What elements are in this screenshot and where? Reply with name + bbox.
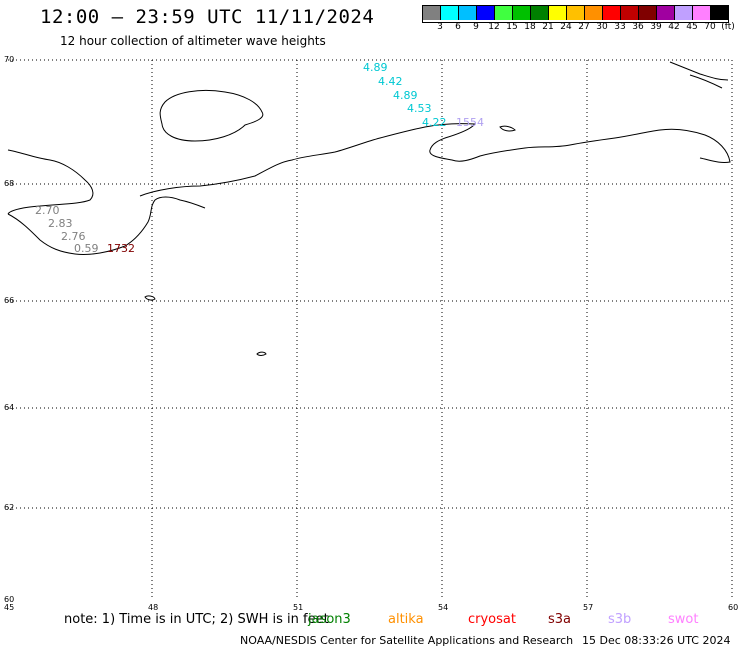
- obs-label: 4.53: [407, 102, 432, 115]
- coastlines: [7, 61, 731, 356]
- color-scale-label: 9: [473, 22, 479, 32]
- small-island-1: [144, 295, 156, 301]
- obs-label: 0.59: [74, 242, 99, 255]
- page-title: 12:00 – 23:59 UTC 11/11/2024: [40, 6, 375, 28]
- coast-fragment-ne: [669, 61, 729, 81]
- color-scale-cell: [639, 6, 657, 20]
- color-scale-label: 39: [650, 22, 662, 32]
- lon-label-57: 57: [583, 603, 593, 612]
- color-scale-label: 15: [506, 22, 518, 32]
- lon-label-45: 45: [4, 603, 14, 612]
- color-scale-label: 42: [668, 22, 680, 32]
- lat-label-60: 60: [4, 595, 14, 604]
- color-scale-cell: [567, 6, 585, 20]
- lon-label-48: 48: [148, 603, 158, 612]
- obs-label: 1732: [107, 242, 135, 255]
- latitude-labels: 70 68 66 64 62 60: [4, 55, 14, 604]
- color-scale-cell: [693, 6, 711, 20]
- color-scale-cell: [603, 6, 621, 20]
- credit-line: NOAA/NESDIS Center for Satellite Applica…: [240, 634, 574, 647]
- legend-cryosat: cryosat: [468, 612, 516, 627]
- lat-label-64: 64: [4, 403, 14, 412]
- small-island-3: [499, 125, 516, 132]
- lon-label-54: 54: [438, 603, 448, 612]
- color-scale-cell: [657, 6, 675, 20]
- obs-label: 4.22: [422, 116, 447, 129]
- legend-altika: altika: [388, 612, 424, 627]
- island-outline-north: [159, 89, 264, 142]
- color-scale-cell: [585, 6, 603, 20]
- footer-note: note: 1) Time is in UTC; 2) SWH is in fe…: [64, 612, 329, 627]
- obs-label: 1554: [456, 116, 484, 129]
- color-scale-cell: [531, 6, 549, 20]
- color-scale-cell: [621, 6, 639, 20]
- obs-label: 4.89: [393, 89, 418, 102]
- observation-labels: 4.89 4.42 4.89 4.53 4.22 1554 2.70 2.83 …: [35, 61, 484, 255]
- legend-s3a: s3a: [548, 612, 572, 627]
- obs-label: 4.42: [378, 75, 403, 88]
- kola-coast: [7, 196, 206, 255]
- legend-jason3: jason3: [308, 612, 351, 627]
- color-scale-label: 45: [686, 22, 698, 32]
- lon-label-51: 51: [293, 603, 303, 612]
- color-scale-label: 36: [632, 22, 644, 32]
- small-island-2: [256, 351, 267, 356]
- color-scale-label: (ft): [721, 22, 735, 32]
- color-scale-cell: [675, 6, 693, 20]
- color-scale-label: 33: [614, 22, 626, 32]
- color-scale-label: 18: [524, 22, 536, 32]
- coastline-west: [7, 149, 94, 215]
- color-scale-cell: [441, 6, 459, 20]
- lon-label-60: 60: [728, 603, 738, 612]
- map-grid: [8, 59, 733, 600]
- color-scale-cell: [549, 6, 567, 20]
- color-scale-label: 12: [488, 22, 500, 32]
- obs-label: 2.70: [35, 204, 60, 217]
- color-scale-label: 24: [560, 22, 572, 32]
- lat-label-68: 68: [4, 179, 14, 188]
- color-scale-bar: [422, 5, 729, 23]
- legend-swot: swot: [668, 612, 699, 627]
- lat-label-66: 66: [4, 296, 14, 305]
- obs-label: 2.83: [48, 217, 73, 230]
- color-scale-label: 6: [455, 22, 461, 32]
- color-scale-label: 70: [704, 22, 716, 32]
- color-scale-label: 21: [542, 22, 554, 32]
- color-scale-cell: [477, 6, 495, 20]
- longitude-labels: 45 48 51 54 57 60: [4, 603, 738, 612]
- color-scale-cell: [423, 6, 441, 20]
- coast-fragment-nne: [689, 74, 723, 89]
- legend-s3b: s3b: [608, 612, 632, 627]
- obs-label: 4.89: [363, 61, 388, 74]
- color-scale-cell: [495, 6, 513, 20]
- obs-label: 2.76: [61, 230, 86, 243]
- lat-label-62: 62: [4, 503, 14, 512]
- lat-label-70: 70: [4, 55, 14, 64]
- coastline-main: [139, 123, 731, 197]
- color-scale-label: 30: [596, 22, 608, 32]
- color-scale-cell: [459, 6, 477, 20]
- color-scale-label: 27: [578, 22, 590, 32]
- color-scale-cell: [711, 6, 728, 20]
- generated-timestamp: 15 Dec 08:33:26 UTC 2024: [582, 634, 731, 647]
- page-subtitle: 12 hour collection of altimeter wave hei…: [60, 34, 326, 48]
- color-scale-label: 3: [437, 22, 443, 32]
- color-scale-cell: [513, 6, 531, 20]
